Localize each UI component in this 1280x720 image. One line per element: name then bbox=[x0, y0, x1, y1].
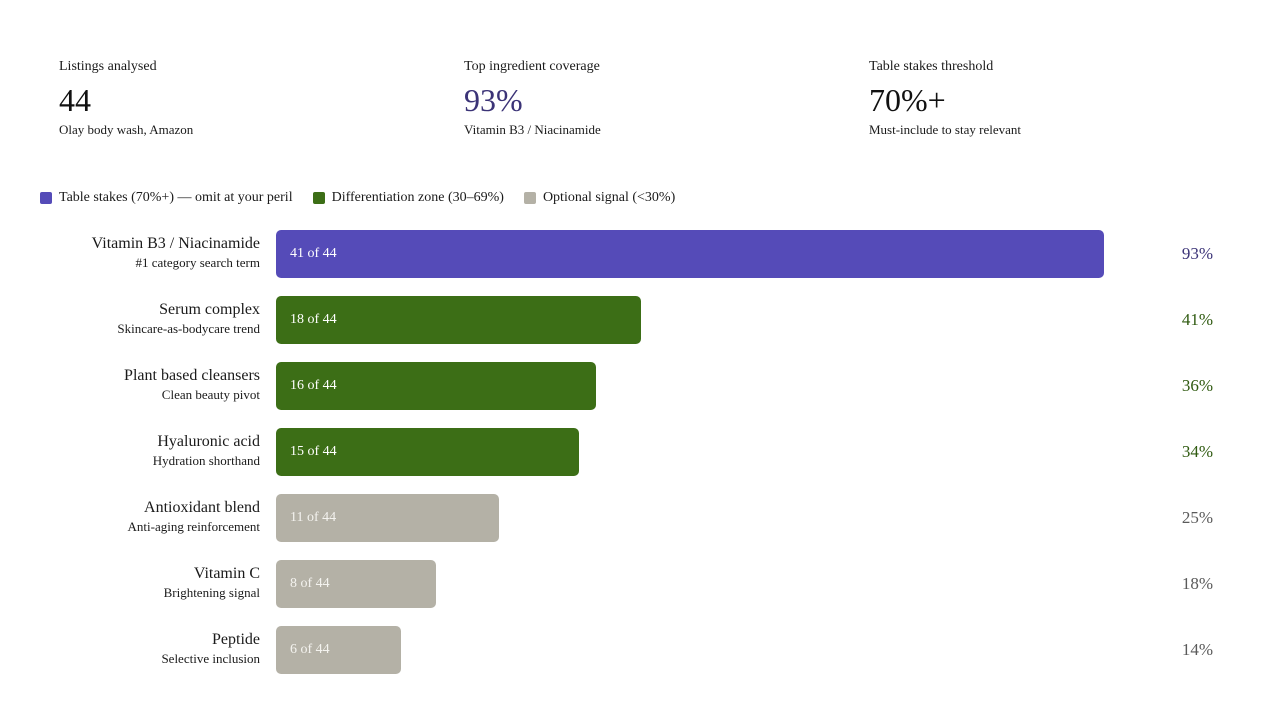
bar bbox=[276, 560, 436, 608]
bar-row: Vitamin B3 / Niacinamide #1 category sear… bbox=[0, 230, 1280, 278]
bar-category-label: Hyaluronic acid Hydration shorthand bbox=[153, 432, 260, 469]
bar-category-label: Antioxidant blend Anti-aging reinforcemen… bbox=[128, 498, 260, 535]
bar-row: Hyaluronic acid Hydration shorthand 15 of … bbox=[0, 428, 1280, 476]
legend-label: Table stakes (70%+) — omit at your peril bbox=[59, 190, 293, 205]
bar-row: Plant based cleansers Clean beauty pivot 1… bbox=[0, 362, 1280, 410]
stat-subtitle: Vitamin B3 / Niacinamide bbox=[464, 122, 601, 137]
legend-swatch bbox=[312, 192, 325, 204]
stat-table-stakes-threshold: Table stakes threshold 70%+ Must-include… bbox=[869, 58, 1229, 138]
category-description: Anti-aging reinforcement bbox=[127, 519, 260, 534]
category-description: Clean beauty pivot bbox=[161, 387, 260, 402]
category-description: Hydration shorthand bbox=[152, 453, 260, 468]
bar-count-label: 8 of 44 bbox=[290, 576, 330, 591]
bar-percent-label: 14% bbox=[1181, 640, 1213, 659]
bar-category-label: Vitamin C Brightening signal bbox=[164, 564, 260, 601]
stat-subtitle: Olay body wash, Amazon bbox=[59, 122, 194, 137]
legend-swatch bbox=[40, 192, 52, 204]
bar-percent-label: 18% bbox=[1181, 574, 1213, 593]
bar-count-label: 16 of 44 bbox=[290, 378, 337, 393]
bar-category-label: Serum complex Skincare-as-bodycare trend bbox=[117, 300, 260, 337]
bar-count-label: 41 of 44 bbox=[290, 246, 337, 261]
bar-category-label: Vitamin B3 / Niacinamide #1 category sear… bbox=[92, 234, 260, 271]
category-description: Selective inclusion bbox=[161, 651, 260, 666]
bar-category-label: Peptide Selective inclusion bbox=[161, 630, 260, 667]
bar bbox=[276, 494, 499, 542]
category-name: Peptide bbox=[212, 631, 260, 648]
bar bbox=[276, 296, 641, 344]
category-description: Skincare-as-bodycare trend bbox=[117, 321, 260, 336]
stat-listings-analysed: Listings analysed 44 Olay body wash, Ama… bbox=[59, 58, 419, 138]
bar-row: Vitamin C Brightening signal 8 of 44 18% bbox=[0, 560, 1280, 608]
legend-label: Differentiation zone (30–69%) bbox=[331, 190, 504, 205]
bar-percent-label: 93% bbox=[1181, 244, 1213, 263]
legend-swatch bbox=[523, 192, 536, 204]
bar-category-label: Plant based cleansers Clean beauty pivot bbox=[124, 366, 260, 403]
bar bbox=[276, 428, 579, 476]
bar-count-label: 6 of 44 bbox=[290, 642, 330, 657]
legend-label: Optional signal (<30%) bbox=[542, 190, 676, 205]
ingredient-bar-chart: Vitamin B3 / Niacinamide #1 category sear… bbox=[0, 230, 1280, 680]
category-description: #1 category search term bbox=[135, 255, 260, 270]
category-description: Brightening signal bbox=[163, 585, 260, 600]
chart-legend: Table stakes (70%+) — omit at your peril… bbox=[40, 188, 695, 208]
stat-value: 70%+ bbox=[869, 82, 946, 118]
category-name: Serum complex bbox=[159, 301, 260, 318]
stat-label: Top ingredient coverage bbox=[464, 59, 600, 74]
stat-subtitle: Must-include to stay relevant bbox=[869, 122, 1021, 137]
bar-row: Peptide Selective inclusion 6 of 44 14% bbox=[0, 626, 1280, 674]
bar-percent-label: 41% bbox=[1181, 310, 1213, 329]
stat-label: Table stakes threshold bbox=[869, 59, 994, 74]
category-name: Plant based cleansers bbox=[124, 367, 260, 384]
bar-percent-label: 25% bbox=[1181, 508, 1213, 527]
bar bbox=[276, 362, 596, 410]
legend-item-table-stakes: Table stakes (70%+) — omit at your peril bbox=[40, 189, 293, 207]
bar-row: Antioxidant blend Anti-aging reinforcemen… bbox=[0, 494, 1280, 542]
bar-percent-label: 34% bbox=[1181, 442, 1213, 461]
stat-top-ingredient-coverage: Top ingredient coverage 93% Vitamin B3 /… bbox=[464, 58, 824, 138]
stat-label: Listings analysed bbox=[59, 59, 157, 74]
stat-value: 93% bbox=[464, 82, 523, 118]
bar bbox=[276, 626, 401, 674]
bar-percent-label: 36% bbox=[1181, 376, 1213, 395]
bar-count-label: 18 of 44 bbox=[290, 312, 337, 327]
stat-value: 44 bbox=[59, 82, 91, 118]
legend-item-differentiation: Differentiation zone (30–69%) bbox=[312, 189, 504, 207]
bar-count-label: 15 of 44 bbox=[290, 444, 337, 459]
summary-stats: Listings analysed 44 Olay body wash, Ama… bbox=[59, 58, 1259, 148]
bar-count-label: 11 of 44 bbox=[290, 510, 337, 525]
bar-row: Serum complex Skincare-as-bodycare trend 1… bbox=[0, 296, 1280, 344]
category-name: Vitamin C bbox=[193, 565, 260, 582]
legend-item-optional: Optional signal (<30%) bbox=[523, 189, 676, 207]
category-name: Vitamin B3 / Niacinamide bbox=[91, 235, 260, 252]
bar bbox=[276, 230, 1104, 278]
category-name: Hyaluronic acid bbox=[157, 433, 260, 450]
category-name: Antioxidant blend bbox=[144, 499, 260, 516]
